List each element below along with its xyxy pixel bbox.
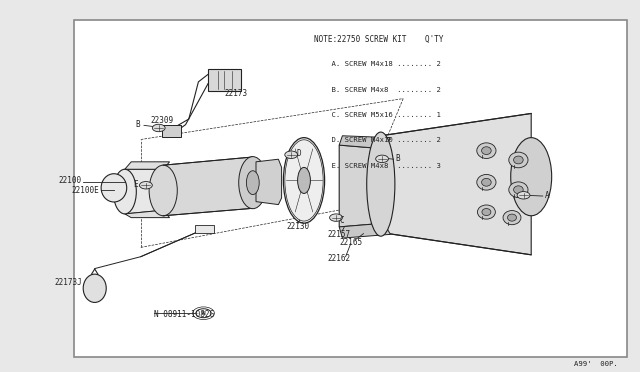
Polygon shape: [163, 157, 253, 216]
Text: B: B: [396, 154, 400, 163]
Polygon shape: [339, 145, 384, 227]
Text: 22100: 22100: [59, 176, 82, 185]
Circle shape: [196, 309, 211, 318]
Text: C. SCREW M5x16 ........ 1: C. SCREW M5x16 ........ 1: [314, 112, 440, 118]
Text: NOTE:22750 SCREW KIT    Q'TY: NOTE:22750 SCREW KIT Q'TY: [314, 35, 443, 44]
Ellipse shape: [113, 169, 136, 214]
Polygon shape: [381, 113, 531, 255]
Ellipse shape: [83, 274, 106, 302]
Bar: [208, 69, 241, 91]
Text: A. SCREW M4x18 ........ 2: A. SCREW M4x18 ........ 2: [314, 61, 440, 67]
Ellipse shape: [284, 138, 324, 223]
Circle shape: [152, 124, 165, 132]
Text: B. SCREW M4x8  ........ 2: B. SCREW M4x8 ........ 2: [314, 87, 440, 93]
Circle shape: [376, 155, 388, 163]
Text: E. SCREW M4x8  ........ 3: E. SCREW M4x8 ........ 3: [314, 163, 440, 169]
Bar: [74, 20, 627, 357]
Polygon shape: [125, 210, 170, 218]
Text: C: C: [340, 216, 344, 225]
Text: 22162: 22162: [328, 254, 351, 263]
Ellipse shape: [481, 147, 492, 155]
Ellipse shape: [511, 138, 552, 216]
Text: N 08911-1082G: N 08911-1082G: [154, 310, 214, 319]
Text: 22173J: 22173J: [54, 278, 82, 287]
Circle shape: [140, 182, 152, 189]
Ellipse shape: [101, 174, 127, 202]
Text: D. SCREW M4x10 ........ 2: D. SCREW M4x10 ........ 2: [314, 137, 440, 143]
Ellipse shape: [482, 208, 491, 216]
Text: 22309: 22309: [150, 116, 173, 125]
Ellipse shape: [509, 152, 528, 168]
Bar: [195, 225, 214, 233]
Text: D: D: [296, 149, 301, 158]
Text: A99'  00P.: A99' 00P.: [574, 361, 618, 367]
Ellipse shape: [514, 156, 524, 164]
Text: B: B: [135, 120, 140, 129]
Ellipse shape: [477, 143, 496, 158]
Text: 22165: 22165: [339, 238, 362, 247]
Ellipse shape: [246, 171, 259, 195]
Ellipse shape: [503, 211, 521, 225]
Polygon shape: [339, 223, 390, 238]
Text: E: E: [133, 180, 138, 189]
Text: N: N: [202, 311, 205, 316]
Text: 22100E: 22100E: [72, 186, 99, 195]
Text: 22130: 22130: [287, 222, 310, 231]
Text: 22157: 22157: [328, 230, 351, 239]
Circle shape: [330, 214, 342, 221]
Ellipse shape: [477, 174, 496, 190]
Polygon shape: [125, 162, 170, 169]
Text: 22173: 22173: [224, 89, 247, 98]
Ellipse shape: [509, 182, 528, 198]
Ellipse shape: [508, 214, 516, 221]
Polygon shape: [125, 169, 163, 214]
Circle shape: [517, 192, 530, 199]
Bar: [162, 125, 181, 137]
Polygon shape: [256, 159, 282, 205]
Ellipse shape: [367, 132, 395, 236]
Polygon shape: [339, 136, 390, 149]
Ellipse shape: [149, 165, 177, 216]
Ellipse shape: [298, 167, 310, 193]
Ellipse shape: [477, 205, 495, 219]
Text: A: A: [545, 191, 549, 200]
Ellipse shape: [481, 179, 492, 186]
Ellipse shape: [514, 186, 524, 194]
Ellipse shape: [239, 157, 267, 209]
Circle shape: [285, 151, 298, 158]
